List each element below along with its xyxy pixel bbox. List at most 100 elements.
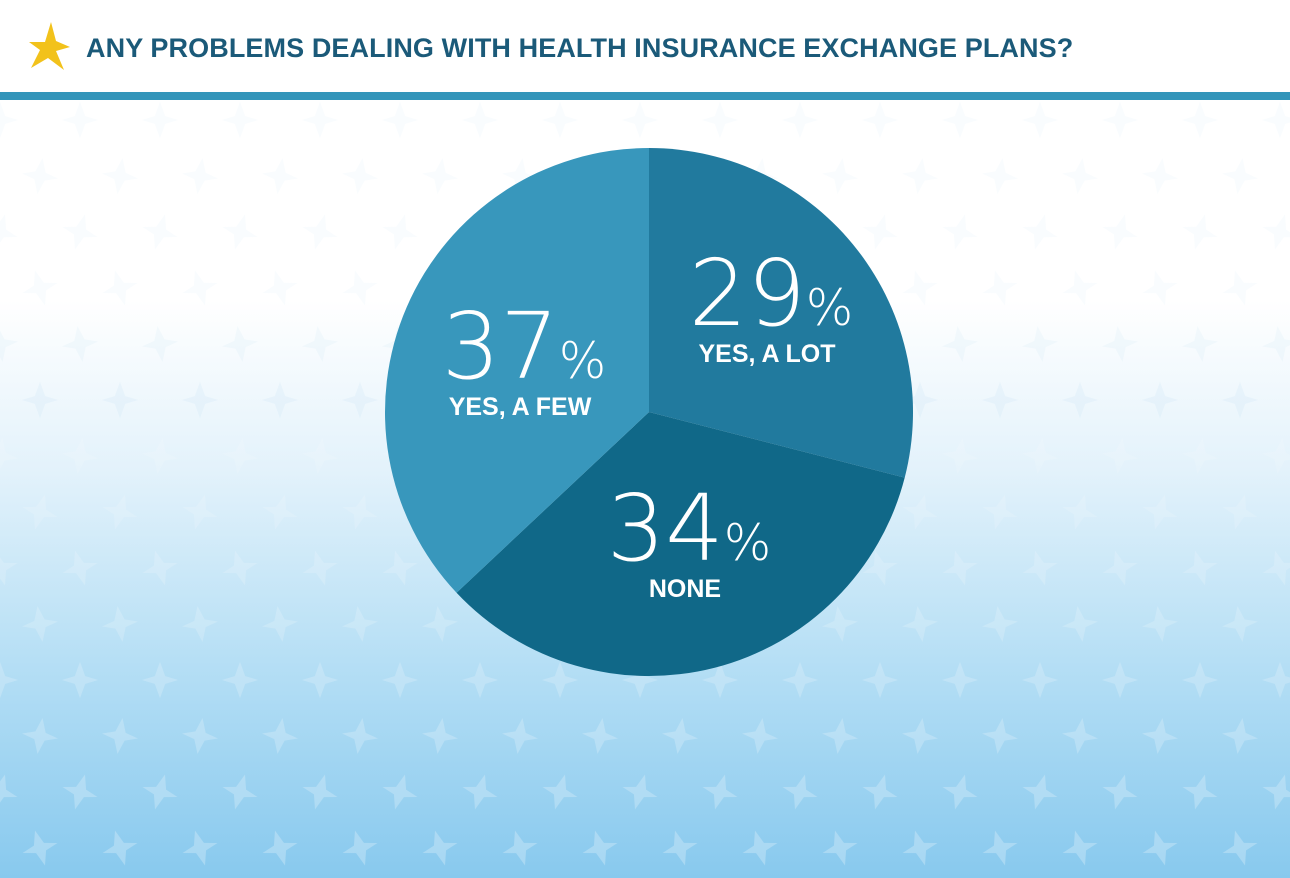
- background-star: [182, 830, 218, 866]
- background-star: [381, 101, 419, 139]
- background-star: [741, 717, 779, 755]
- background-star: [221, 661, 259, 699]
- background-star: [1102, 214, 1138, 250]
- background-star: [342, 494, 378, 530]
- background-star: [142, 214, 178, 250]
- background-star: [781, 101, 819, 139]
- background-star: [901, 381, 939, 419]
- background-star: [501, 717, 539, 755]
- chart-title: ANY PROBLEMS DEALING WITH HEALTH INSURAN…: [86, 33, 1074, 63]
- background-star: [142, 550, 178, 586]
- background-star: [261, 605, 299, 643]
- background-star: [61, 437, 99, 475]
- background-star: [1062, 270, 1098, 306]
- background-star: [22, 270, 58, 306]
- background-star: [142, 774, 178, 810]
- background-star: [261, 717, 299, 755]
- background-star: [1221, 157, 1259, 195]
- background-star: [902, 270, 938, 306]
- pie-slice: [649, 148, 914, 478]
- background-star: [1141, 381, 1179, 419]
- background-star: [1021, 437, 1059, 475]
- background-star: [941, 325, 979, 363]
- background-star: [181, 381, 219, 419]
- background-star: [1101, 437, 1139, 475]
- background-star: [1261, 437, 1290, 475]
- background-star: [342, 270, 378, 306]
- background-star: [701, 101, 739, 139]
- background-star: [1221, 717, 1259, 755]
- background-star: [1262, 214, 1290, 250]
- background-star: [901, 605, 939, 643]
- background-star: [1221, 605, 1259, 643]
- background-star: [942, 550, 978, 586]
- background-star: [381, 661, 419, 699]
- background-star: [1021, 325, 1059, 363]
- background-star: [941, 101, 979, 139]
- background-star: [102, 494, 138, 530]
- background-star: [821, 157, 859, 195]
- background-star: [1062, 494, 1098, 530]
- background-star: [782, 774, 818, 810]
- background-star: [981, 717, 1019, 755]
- background-star: [621, 661, 659, 699]
- background-star: [301, 325, 339, 363]
- background-star: [341, 157, 379, 195]
- background-star: [62, 214, 98, 250]
- slice-value-label: 34%: [607, 475, 772, 582]
- background-star: [901, 157, 939, 195]
- background-star: [1222, 270, 1258, 306]
- background-star: [1141, 157, 1179, 195]
- background-star: [61, 661, 99, 699]
- background-star: [541, 101, 579, 139]
- background-star: [1022, 774, 1058, 810]
- background-star: [222, 774, 258, 810]
- background-star: [21, 605, 59, 643]
- background-star: [982, 494, 1018, 530]
- background-star: [1261, 101, 1290, 139]
- background-star: [262, 494, 298, 530]
- background-star: [182, 270, 218, 306]
- background-star: [1021, 101, 1059, 139]
- background-star: [582, 830, 618, 866]
- background-star: [22, 830, 58, 866]
- background-star: [1182, 550, 1218, 586]
- background-star: [141, 437, 179, 475]
- background-star: [541, 661, 579, 699]
- background-star: [301, 437, 339, 475]
- background-star: [1101, 325, 1139, 363]
- background-star: [901, 717, 939, 755]
- background-star: [101, 157, 139, 195]
- background-star: [862, 214, 898, 250]
- background-star: [942, 774, 978, 810]
- background-star: [981, 605, 1019, 643]
- background-star: [1262, 774, 1290, 810]
- background-star: [101, 381, 139, 419]
- background-star: [1102, 774, 1138, 810]
- background-star: [702, 774, 738, 810]
- background-star: [861, 661, 899, 699]
- background-star: [382, 214, 418, 250]
- background-star: [821, 605, 859, 643]
- background-star: [181, 717, 219, 755]
- background-star: [1181, 661, 1219, 699]
- background-star: [1022, 550, 1058, 586]
- pie-slice: [384, 147, 649, 593]
- pie-labels: 29%YES, A LOT 34%NONE 37%YES, A FEW: [442, 240, 854, 603]
- background-star: [862, 550, 898, 586]
- background-star: [422, 830, 458, 866]
- background-star: [1261, 661, 1290, 699]
- background-star: [62, 774, 98, 810]
- background-star: [622, 774, 658, 810]
- background-star: [1022, 214, 1058, 250]
- background-star: [501, 157, 539, 195]
- background-star: [1182, 214, 1218, 250]
- background-star: [1141, 605, 1179, 643]
- background-star: [341, 605, 379, 643]
- background-star: [1222, 494, 1258, 530]
- background-star: [102, 830, 138, 866]
- background-star: [1142, 830, 1178, 866]
- background-star: [21, 157, 59, 195]
- background-star: [1101, 101, 1139, 139]
- background-star: [382, 774, 418, 810]
